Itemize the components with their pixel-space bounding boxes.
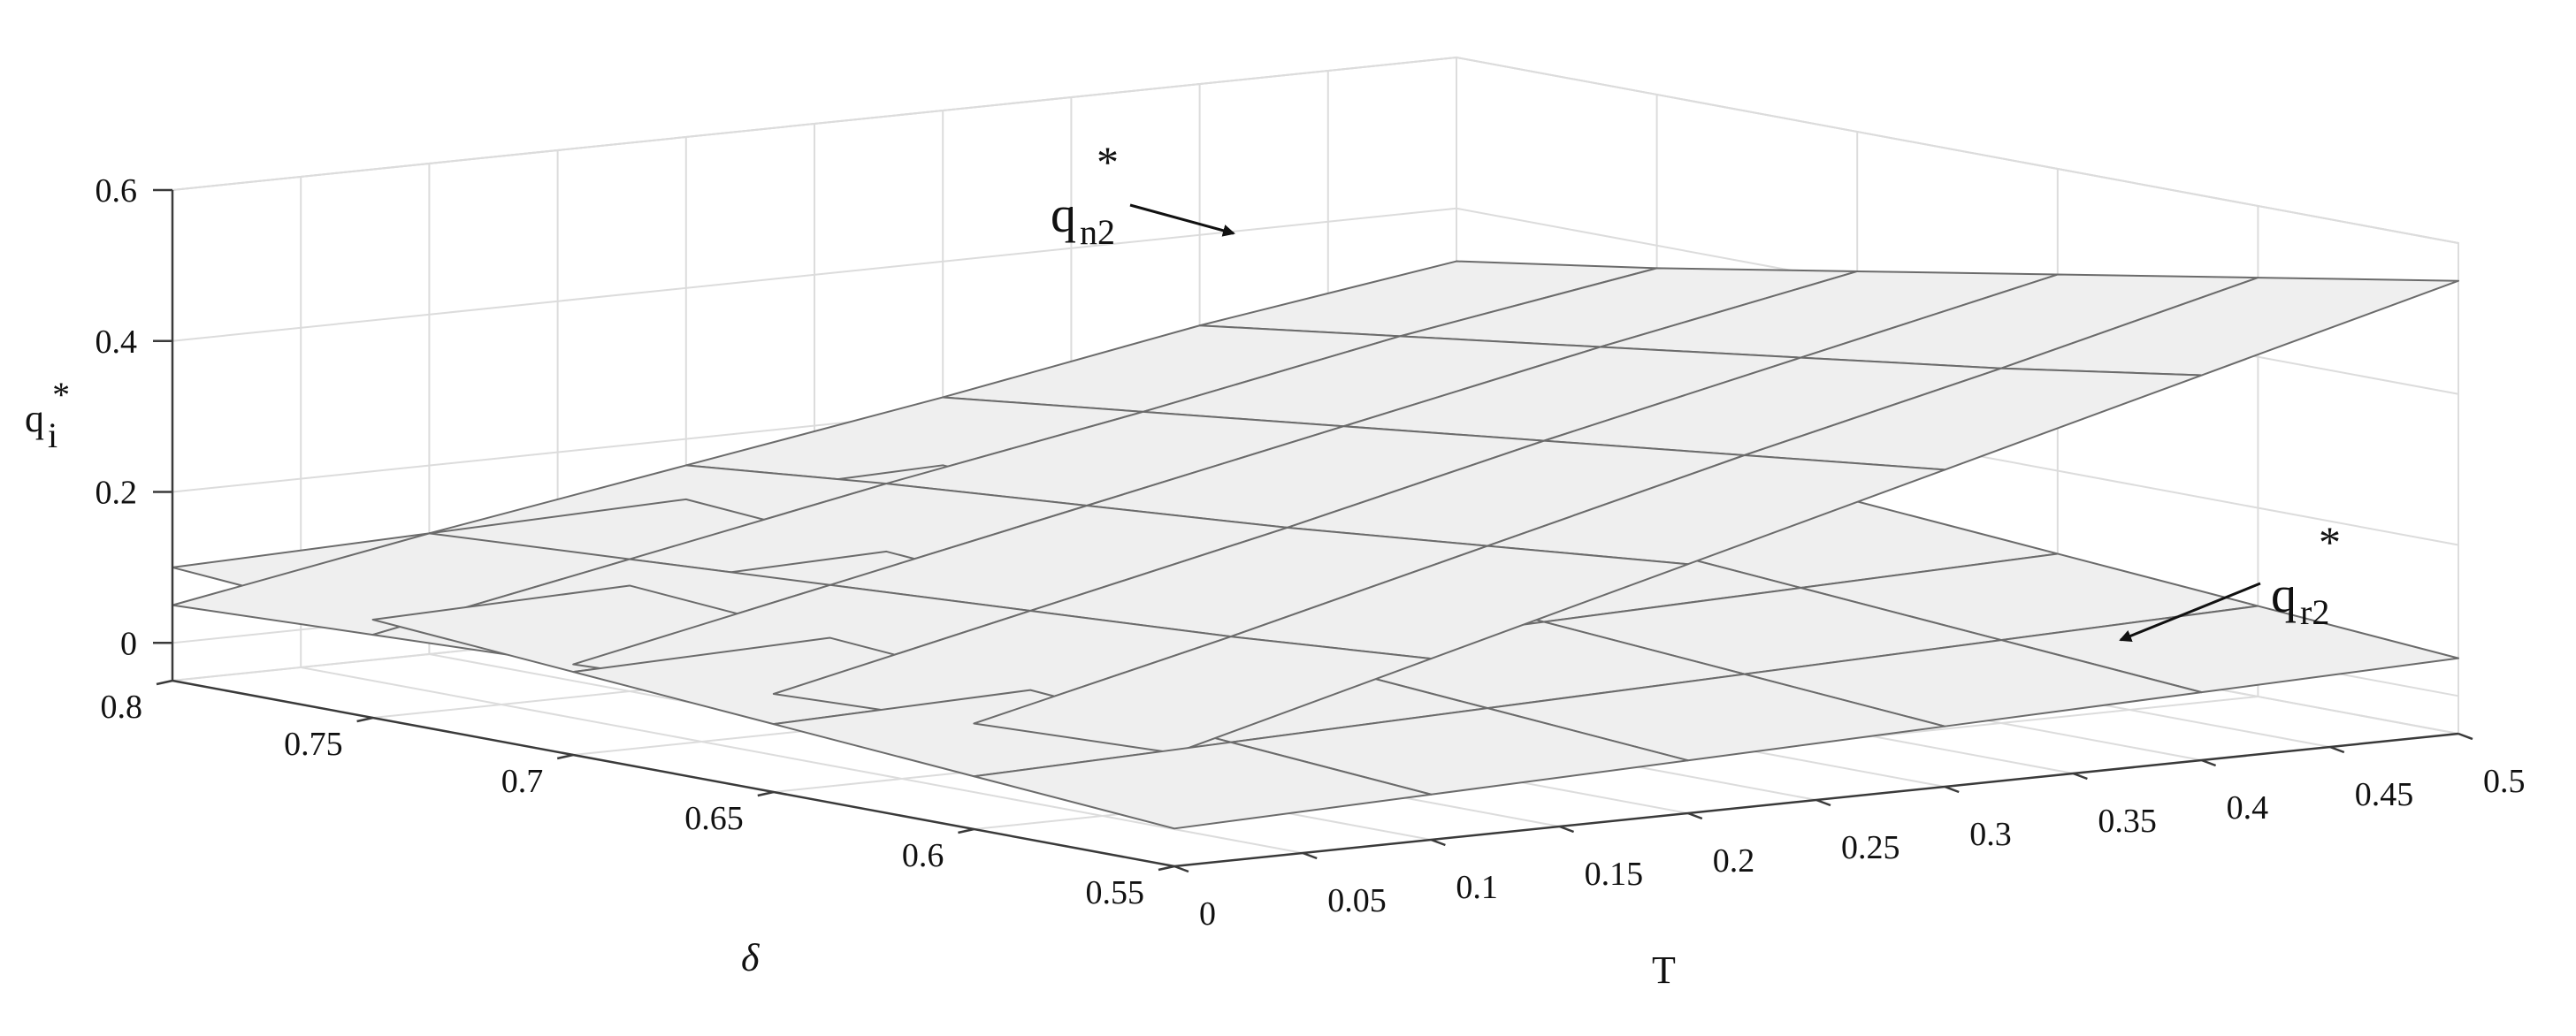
y-tick-label: 0.65: [684, 800, 744, 837]
x-tick-label: 0.1: [1456, 869, 1498, 906]
y-tick-label: 0.75: [284, 726, 343, 763]
y-tick-label: 0.7: [501, 763, 544, 800]
surface-patch-qn2: [973, 636, 1433, 754]
y-tick-mark: [958, 827, 975, 834]
y-tick-mark: [156, 679, 173, 686]
x-tick-mark: [1944, 785, 1960, 794]
z-tick-label: 0.2: [96, 475, 138, 512]
x-tick-mark: [1302, 851, 1318, 860]
x-tick-mark: [2458, 732, 2473, 741]
y-tick-mark: [757, 790, 775, 797]
callout-layer: q n2 * q r2 *: [1051, 137, 2341, 642]
x-tick-label: 0: [1199, 895, 1216, 933]
z-axis-label: q i *: [25, 375, 70, 455]
x-tick-mark: [2072, 772, 2088, 781]
axis-layer: 0 0.05 0.1 0.15 0.2 0.25 0.3 0.35 0.4 0.45 0.5 0.55…: [96, 172, 2526, 933]
z-tick-label: 0: [120, 625, 137, 662]
x-tick-label: 0.05: [1327, 882, 1387, 919]
wall-top-edge: [1456, 57, 2459, 244]
y-tick-label: 0.6: [902, 837, 944, 874]
x-tick-mark: [1559, 825, 1575, 834]
callout-qn2: q n2: [1051, 186, 1115, 252]
callout-qr2-star: *: [2319, 517, 2341, 567]
z-axis-label-sub: i: [48, 415, 57, 455]
grid-line-x-floor: [301, 667, 1303, 854]
x-tick-mark: [2201, 758, 2217, 767]
y-tick-label: 0.8: [101, 689, 143, 726]
surface-patch-qr2: [973, 741, 1433, 830]
x-tick-label: 0.2: [1713, 842, 1755, 880]
wall-top-edge: [172, 57, 1457, 191]
callout-qr2-arrow: [2119, 582, 2261, 642]
y-tick-mark: [556, 753, 574, 760]
x-tick-label: 0.45: [2355, 776, 2414, 813]
x-tick-label: 0.35: [2098, 803, 2157, 840]
x-tick-label: 0.4: [2227, 789, 2269, 827]
y-tick-mark: [1158, 865, 1175, 872]
callout-qn2-star: *: [1097, 137, 1119, 187]
y-tick-label: 0.55: [1086, 874, 1145, 911]
y-tick-mark: [356, 716, 373, 723]
x-tick-mark: [1430, 838, 1446, 847]
x-tick-mark: [1815, 798, 1831, 807]
grid-line-z-back: [172, 207, 1457, 342]
surface-layer: [172, 260, 2459, 830]
callout-qr2: q r2: [2271, 566, 2329, 632]
x-tick-label: 0.25: [1841, 829, 1900, 866]
x-tick-label: 0.15: [1585, 856, 1644, 893]
x-axis-label: T: [1652, 948, 1676, 992]
y-axis-label: δ: [741, 936, 761, 979]
x-tick-label: 0.5: [2483, 763, 2526, 800]
z-tick-label: 0.6: [96, 172, 138, 209]
z-tick-label: 0.4: [96, 324, 138, 361]
z-axis-label-base: q: [25, 397, 44, 440]
callout-qn2-arrow: [1129, 203, 1235, 237]
z-axis-label-sup: *: [52, 375, 70, 415]
x-tick-mark: [1173, 865, 1189, 873]
x-tick-mark: [2329, 745, 2345, 754]
y-axis-line: [172, 679, 1175, 868]
x-tick-mark: [1687, 811, 1703, 820]
x-tick-label: 0.3: [1969, 816, 2012, 853]
label-layer: T δ q i *: [25, 375, 1676, 992]
